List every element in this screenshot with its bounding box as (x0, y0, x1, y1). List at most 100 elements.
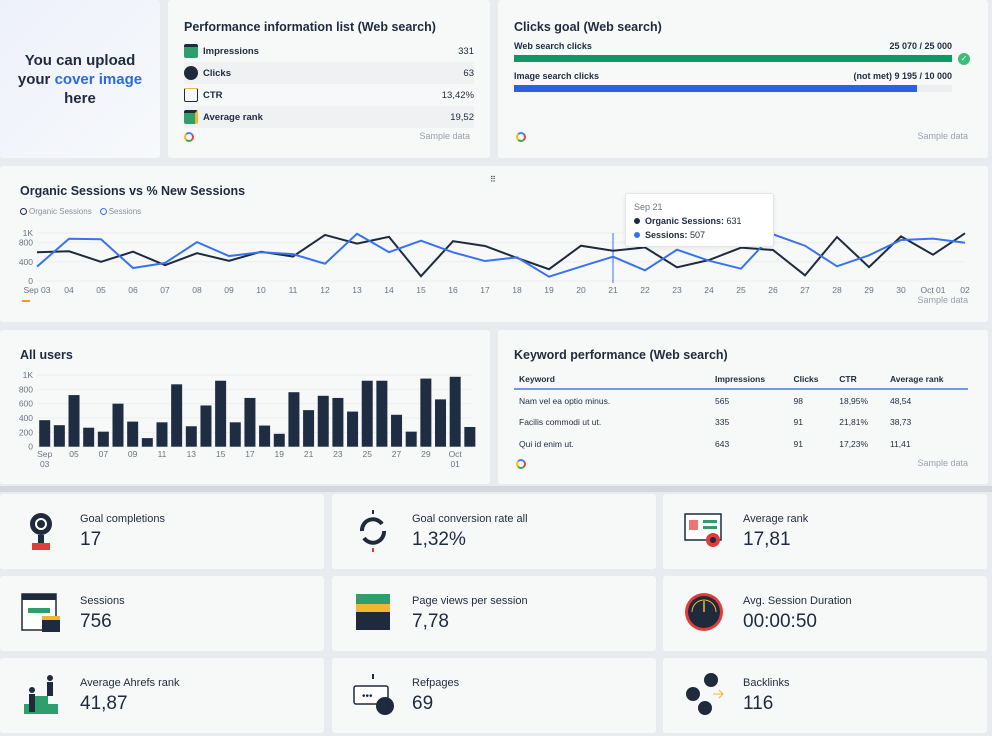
bar[interactable] (68, 395, 80, 447)
perf-row: Clicks 63 (184, 62, 474, 84)
bar[interactable] (361, 380, 373, 447)
section-divider (0, 486, 992, 492)
drag-handle-icon[interactable]: ⠿ (490, 175, 496, 184)
bar[interactable] (435, 399, 447, 447)
bar[interactable] (83, 427, 95, 447)
bar[interactable] (200, 405, 212, 447)
kpi-card-average-ahrefs-rank[interactable]: Average Ahrefs rank 41,87 (0, 658, 324, 733)
x-tick-label: 19 (275, 449, 285, 459)
column-header[interactable]: Impressions (710, 369, 789, 390)
bar[interactable] (288, 392, 300, 447)
bar[interactable] (39, 420, 51, 447)
legend-item[interactable]: Organic Sessions (20, 207, 92, 216)
x-tick-label: 24 (704, 285, 714, 295)
column-header[interactable]: Average rank (884, 369, 968, 390)
bar[interactable] (156, 422, 168, 447)
bar[interactable] (332, 397, 344, 447)
x-tick-label: 23 (672, 285, 682, 295)
kpi-card-goal-conversion-rate-all[interactable]: Goal conversion rate all 1,32% (332, 494, 656, 569)
bar[interactable] (347, 411, 359, 447)
kpi-value: 756 (80, 611, 112, 632)
bar[interactable] (303, 410, 315, 447)
bar[interactable] (229, 422, 241, 447)
bar[interactable] (244, 397, 256, 447)
kpi-value: 17,81 (743, 529, 791, 550)
bar[interactable] (376, 380, 388, 447)
bar[interactable] (420, 378, 432, 447)
goal-label-row: Image search clicks (not met) 9 195 / 10 … (514, 71, 952, 81)
series-line-sessions[interactable] (36, 232, 966, 278)
bar[interactable] (215, 380, 227, 447)
x-tick-label: Sep 03 (24, 285, 51, 295)
x-tick-label: 23 (333, 449, 343, 459)
bar[interactable] (259, 425, 271, 447)
bar[interactable] (127, 421, 139, 447)
goal-progress-bar (514, 85, 952, 92)
x-tick-label: 22 (640, 285, 650, 295)
x-tick-label: 08 (192, 285, 202, 295)
kpi-card-avg-session-duration[interactable]: Avg. Session Duration 00:00:50 (663, 576, 987, 651)
goal-progress-bar (514, 55, 952, 62)
cover-link[interactable]: cover image (54, 70, 143, 88)
bar[interactable] (405, 431, 417, 447)
bar[interactable] (97, 431, 109, 447)
x-tick-label: 21 (304, 449, 314, 459)
table-cell: 335 (715, 417, 730, 427)
table-cell: Facilis commodi ut ut. (519, 417, 602, 427)
tooltip-row: Organic Sessions: 631 (634, 216, 765, 226)
bar[interactable] (112, 403, 124, 447)
legend-item[interactable]: Sessions (99, 207, 141, 216)
kpi-card-refpages[interactable]: ••• Refpages 69 (332, 658, 656, 733)
bar[interactable] (141, 438, 153, 447)
sample-data-label: Sample data (917, 295, 968, 305)
bar[interactable] (317, 395, 329, 447)
x-tick-label: 27 (392, 449, 402, 459)
bar[interactable] (273, 433, 285, 447)
kpi-card-backlinks[interactable]: Backlinks 116 (663, 658, 987, 733)
x-tick-label: 17 (245, 449, 255, 459)
x-tick-label: 02 (960, 285, 970, 295)
table-cell: 38,73 (889, 417, 912, 427)
x-tick-label: 21 (608, 285, 618, 295)
x-tick-label: 14 (384, 285, 394, 295)
x-tick-label: 30 (896, 285, 906, 295)
bar[interactable] (171, 384, 183, 447)
x-tick-label: 25 (362, 449, 372, 459)
bar[interactable] (464, 426, 476, 447)
kpi-card-average-rank[interactable]: Average rank 17,81 (663, 494, 987, 569)
kpi-card-page-views-per-session[interactable]: Page views per session 7,78 (332, 576, 656, 651)
bar[interactable] (185, 426, 197, 447)
goal-value: 25 070 / 25 000 (889, 41, 952, 51)
y-tick-label: 0 (28, 276, 33, 286)
table-row: Nam vel ea optio minus. 565 98 18,95% 48,54 (514, 389, 968, 411)
series-line-organic-sessions[interactable] (36, 232, 966, 278)
cover-image-placeholder[interactable]: You can upload your cover image here (0, 0, 160, 158)
x-tick-label: 04 (64, 285, 74, 295)
kpi-card-goal-completions[interactable]: Goal completions 17 (0, 494, 324, 569)
analytics-icon (22, 296, 30, 302)
bar[interactable] (53, 425, 65, 447)
bar[interactable] (449, 376, 461, 447)
tooltip-date: Sep 21 (634, 202, 663, 212)
y-tick-label: 0 (28, 442, 33, 452)
x-tick-label: 13 (352, 285, 362, 295)
ctr-icon (184, 88, 198, 102)
row-label: Impressions (203, 45, 259, 57)
kpi-card-sessions[interactable]: Sessions 756 (0, 576, 324, 651)
y-tick-label: 400 (19, 413, 33, 423)
share-links-icon (686, 673, 724, 715)
column-header[interactable]: Clicks (788, 369, 835, 390)
table-row: Facilis commodi ut ut. 335 91 21,81% 38,73 (514, 411, 968, 433)
tooltip-row: Sessions: 507 (634, 230, 765, 240)
card-title: Performance information list (Web search… (184, 20, 436, 34)
x-tick-label: 05 (69, 449, 79, 459)
row-label: CTR (203, 89, 223, 101)
x-tick-label: Sep (37, 449, 52, 459)
column-header[interactable]: Keyword (514, 369, 710, 390)
column-header[interactable]: CTR (834, 369, 885, 390)
performance-card: Performance information list (Web search… (168, 0, 490, 158)
bar[interactable] (391, 414, 403, 447)
stopwatch-icon (685, 593, 723, 631)
